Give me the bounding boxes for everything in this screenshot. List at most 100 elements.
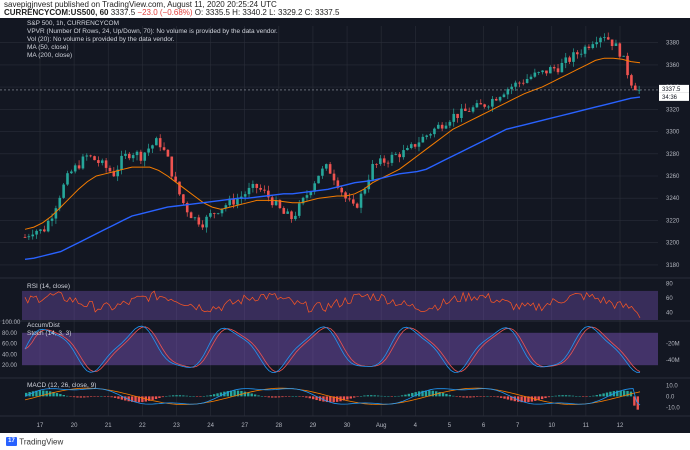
macd-histogram-bar — [588, 396, 592, 397]
candle-body — [108, 167, 112, 172]
time-tick-label: 5 — [448, 423, 452, 429]
candle-body — [529, 76, 533, 79]
price-tick-label: 3200 — [666, 241, 680, 247]
macd-histogram-bar — [96, 396, 100, 397]
candle-body — [483, 104, 486, 107]
candle-body — [618, 43, 622, 57]
candle-body — [344, 192, 347, 199]
macd-label: MACD (12, 26, close, 9) — [27, 382, 97, 389]
candle-body — [274, 200, 278, 206]
macd-histogram-bar — [506, 396, 510, 400]
candle-body — [498, 97, 502, 101]
candle-body — [259, 187, 262, 190]
macd-histogram-bar — [455, 396, 458, 397]
last-price-text: 3337.5 — [110, 8, 136, 17]
chart-svg[interactable]: 17 20 21 22 23 24 27 28 29 30 Aug 4 5 6 7 10 11 12 3180 320… — [0, 18, 690, 433]
macd-histogram-bar — [373, 395, 376, 397]
candle-body — [440, 124, 444, 129]
rsi-label: RSI (14, close) — [27, 283, 70, 290]
macd-histogram-bar — [178, 395, 182, 397]
macd-histogram-bar — [55, 393, 59, 397]
candle-body — [603, 37, 606, 39]
macd-histogram-bar — [298, 396, 301, 397]
macd-histogram-bar — [571, 395, 575, 397]
time-tick-label: 21 — [105, 423, 112, 429]
macd-histogram-bar — [195, 396, 199, 397]
macd-histogram-bar — [551, 396, 554, 397]
candle-body — [591, 44, 595, 49]
macd-histogram-bar — [619, 390, 622, 397]
candle-body — [236, 198, 239, 205]
candle-body — [135, 151, 139, 156]
macd-histogram-bar — [441, 392, 445, 397]
candle-body — [521, 82, 525, 84]
chart-area[interactable]: 17 20 21 22 23 24 27 28 29 30 Aug 4 5 6 7 10 11 12 3180 320… — [0, 18, 690, 433]
ohlc-close: C: 3337.5 — [304, 8, 340, 17]
tradingview-brand[interactable]: TradingView — [19, 437, 64, 447]
stoch-tick-label: 60.00 — [2, 342, 18, 348]
candle-body — [390, 154, 394, 163]
candle-body — [112, 171, 116, 177]
candle-body — [556, 68, 560, 73]
macd-histogram-bar — [312, 396, 315, 400]
candle-body — [50, 218, 54, 221]
candle-body — [216, 213, 220, 215]
macd-histogram-bar — [534, 396, 537, 401]
tradingview-logo-icon[interactable]: 17 — [6, 437, 17, 447]
macd-histogram-bar — [462, 396, 465, 398]
candle-body — [166, 149, 170, 157]
macd-histogram-bar — [342, 396, 346, 401]
legend-vpvr: VPVR (Number Of Rows, 24, Up/Down, 70): … — [27, 28, 278, 35]
candle-body — [278, 200, 282, 209]
candle-body — [143, 152, 147, 161]
candle-body — [375, 163, 378, 165]
candle-body — [313, 183, 316, 192]
macd-histogram-bar — [72, 396, 76, 398]
macd-histogram-bar — [575, 396, 578, 397]
macd-histogram-bar — [274, 396, 277, 398]
candle-body — [541, 70, 544, 73]
candle-body — [43, 229, 46, 232]
candle-body — [630, 75, 633, 86]
candle-body — [352, 199, 355, 204]
macd-histogram-bar — [602, 393, 605, 397]
candle-body — [633, 85, 637, 91]
candle-body — [487, 106, 490, 108]
macd-histogram-bar — [445, 393, 448, 397]
candle-body — [456, 113, 459, 118]
time-tick-label: 24 — [207, 423, 214, 429]
macd-histogram-bar — [366, 395, 370, 397]
macd-histogram-bar — [230, 390, 233, 397]
candle-body — [332, 173, 336, 181]
macd-histogram-bar — [370, 395, 373, 397]
last-price-label: 3337.5 — [662, 87, 681, 93]
macd-histogram-bar — [185, 395, 188, 397]
candle-body — [429, 134, 432, 136]
macd-histogram-bar — [137, 396, 141, 403]
macd-histogram-bar — [199, 396, 202, 397]
candle-body — [35, 230, 38, 235]
candle-body — [324, 164, 328, 169]
candle-body — [131, 155, 135, 159]
candle-body — [178, 181, 181, 195]
rsi-band — [22, 290, 658, 320]
macd-histogram-bar — [424, 390, 428, 397]
candle-body — [97, 160, 100, 163]
candle-body — [340, 187, 344, 193]
time-tick-label: 11 — [583, 423, 590, 429]
macd-histogram-bar — [394, 396, 397, 397]
stoch-tick-label: 80.00 — [2, 331, 18, 337]
price-tick-label: 3260 — [666, 174, 680, 180]
candle-body — [182, 194, 185, 204]
time-tick-label: 30 — [344, 423, 351, 429]
macd-histogram-bar — [540, 396, 544, 400]
candle-body — [270, 197, 274, 206]
macd-histogram-bar — [308, 396, 311, 399]
macd-histogram-bar — [469, 396, 472, 398]
candle-body — [77, 165, 81, 169]
candle-body — [73, 165, 77, 172]
macd-histogram-bar — [349, 396, 352, 399]
candle-body — [576, 52, 579, 55]
macd-histogram-bar — [250, 393, 253, 397]
candle-body — [464, 108, 467, 111]
